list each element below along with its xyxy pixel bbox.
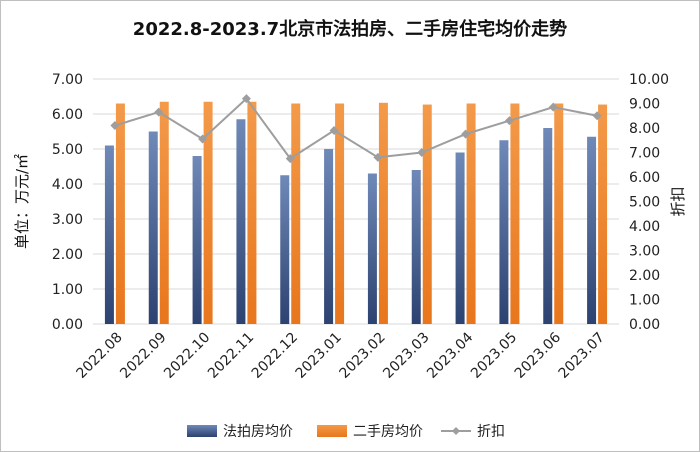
x-tick-label: 2023.03 bbox=[380, 330, 432, 382]
chart-title: 2022.8-2023.7北京市法拍房、二手房住宅均价走势 bbox=[132, 19, 568, 40]
y2-tick-label: 7.00 bbox=[629, 146, 660, 162]
point-折扣 bbox=[548, 102, 558, 112]
bar-法拍房均价 bbox=[543, 128, 553, 324]
y-tick-label: 7.00 bbox=[52, 72, 83, 88]
y2-tick-label: 2.00 bbox=[629, 268, 660, 284]
x-tick-label: 2023.06 bbox=[512, 329, 564, 381]
point-折扣 bbox=[373, 152, 383, 162]
bar-法拍房均价 bbox=[324, 149, 334, 324]
bar-法拍房均价 bbox=[280, 175, 290, 324]
bar-二手房均价 bbox=[115, 103, 125, 324]
y-tick-label: 6.00 bbox=[52, 107, 83, 123]
x-tick-label: 2023.07 bbox=[556, 330, 608, 382]
bar-法拍房均价 bbox=[587, 136, 597, 324]
point-折扣 bbox=[110, 121, 120, 131]
y2-axis-label: 折扣 bbox=[669, 186, 687, 216]
legend-label-折扣: 折扣 bbox=[477, 424, 505, 440]
point-折扣 bbox=[198, 134, 208, 144]
bar-二手房均价 bbox=[510, 103, 520, 324]
bar-法拍房均价 bbox=[411, 170, 421, 324]
y2-tick-label: 3.00 bbox=[629, 244, 660, 260]
bar-法拍房均价 bbox=[499, 140, 509, 324]
bar-二手房均价 bbox=[247, 101, 257, 324]
bar-二手房均价 bbox=[598, 104, 608, 324]
bar-二手房均价 bbox=[378, 102, 388, 324]
y2-tick-label: 10.00 bbox=[629, 72, 669, 88]
bar-二手房均价 bbox=[203, 101, 213, 324]
y2-tick-label: 8.00 bbox=[629, 121, 660, 137]
point-折扣 bbox=[241, 94, 251, 104]
bar-二手房均价 bbox=[159, 101, 169, 324]
y2-tick-label: 5.00 bbox=[629, 195, 660, 211]
x-tick-label: 2022.08 bbox=[73, 330, 125, 382]
point-折扣 bbox=[417, 148, 427, 157]
x-tick-label: 2023.02 bbox=[336, 330, 388, 382]
y-tick-label: 2.00 bbox=[52, 247, 83, 263]
legend-label-法拍房均价: 法拍房均价 bbox=[223, 424, 293, 440]
bar-法拍房均价 bbox=[455, 152, 465, 324]
y-tick-label: 1.00 bbox=[52, 282, 83, 298]
bar-法拍房均价 bbox=[192, 156, 202, 324]
point-折扣 bbox=[154, 107, 164, 117]
legend-marker-折扣 bbox=[452, 427, 460, 435]
y2-tick-label: 1.00 bbox=[629, 293, 660, 309]
bar-二手房均价 bbox=[291, 103, 301, 324]
y2-tick-label: 9.00 bbox=[629, 97, 660, 113]
x-tick-label: 2023.04 bbox=[424, 329, 476, 381]
y2-tick-label: 0.00 bbox=[629, 317, 660, 333]
x-tick-label: 2022.12 bbox=[249, 330, 301, 382]
legend-label-二手房均价: 二手房均价 bbox=[353, 424, 423, 440]
y2-tick-label: 6.00 bbox=[629, 170, 660, 186]
x-tick-label: 2023.01 bbox=[293, 330, 345, 382]
legend-swatch-法拍房均价 bbox=[187, 425, 217, 437]
bar-法拍房均价 bbox=[367, 173, 377, 324]
x-tick-label: 2022.11 bbox=[205, 330, 257, 382]
bar-二手房均价 bbox=[466, 103, 476, 324]
x-tick-label: 2022.09 bbox=[117, 330, 169, 382]
y2-tick-label: 4.00 bbox=[629, 219, 660, 235]
y-tick-label: 3.00 bbox=[52, 212, 83, 228]
bar-二手房均价 bbox=[422, 104, 432, 324]
bar-法拍房均价 bbox=[148, 131, 158, 324]
x-tick-label: 2023.05 bbox=[468, 330, 520, 382]
point-折扣 bbox=[285, 154, 295, 164]
y-tick-label: 5.00 bbox=[52, 142, 83, 158]
y-axis-label: 单位：万元/㎡ bbox=[13, 154, 31, 249]
bar-法拍房均价 bbox=[236, 119, 246, 324]
legend-swatch-二手房均价 bbox=[317, 425, 347, 437]
point-折扣 bbox=[592, 111, 602, 121]
point-折扣 bbox=[461, 129, 471, 139]
y-tick-label: 4.00 bbox=[52, 177, 83, 193]
x-tick-label: 2022.10 bbox=[161, 330, 213, 382]
point-折扣 bbox=[329, 125, 339, 135]
bar-法拍房均价 bbox=[104, 145, 114, 324]
bar-二手房均价 bbox=[554, 103, 564, 324]
line-折扣 bbox=[114, 97, 598, 160]
point-折扣 bbox=[504, 116, 514, 126]
y-tick-label: 0.00 bbox=[52, 317, 83, 333]
bar-二手房均价 bbox=[335, 103, 345, 324]
